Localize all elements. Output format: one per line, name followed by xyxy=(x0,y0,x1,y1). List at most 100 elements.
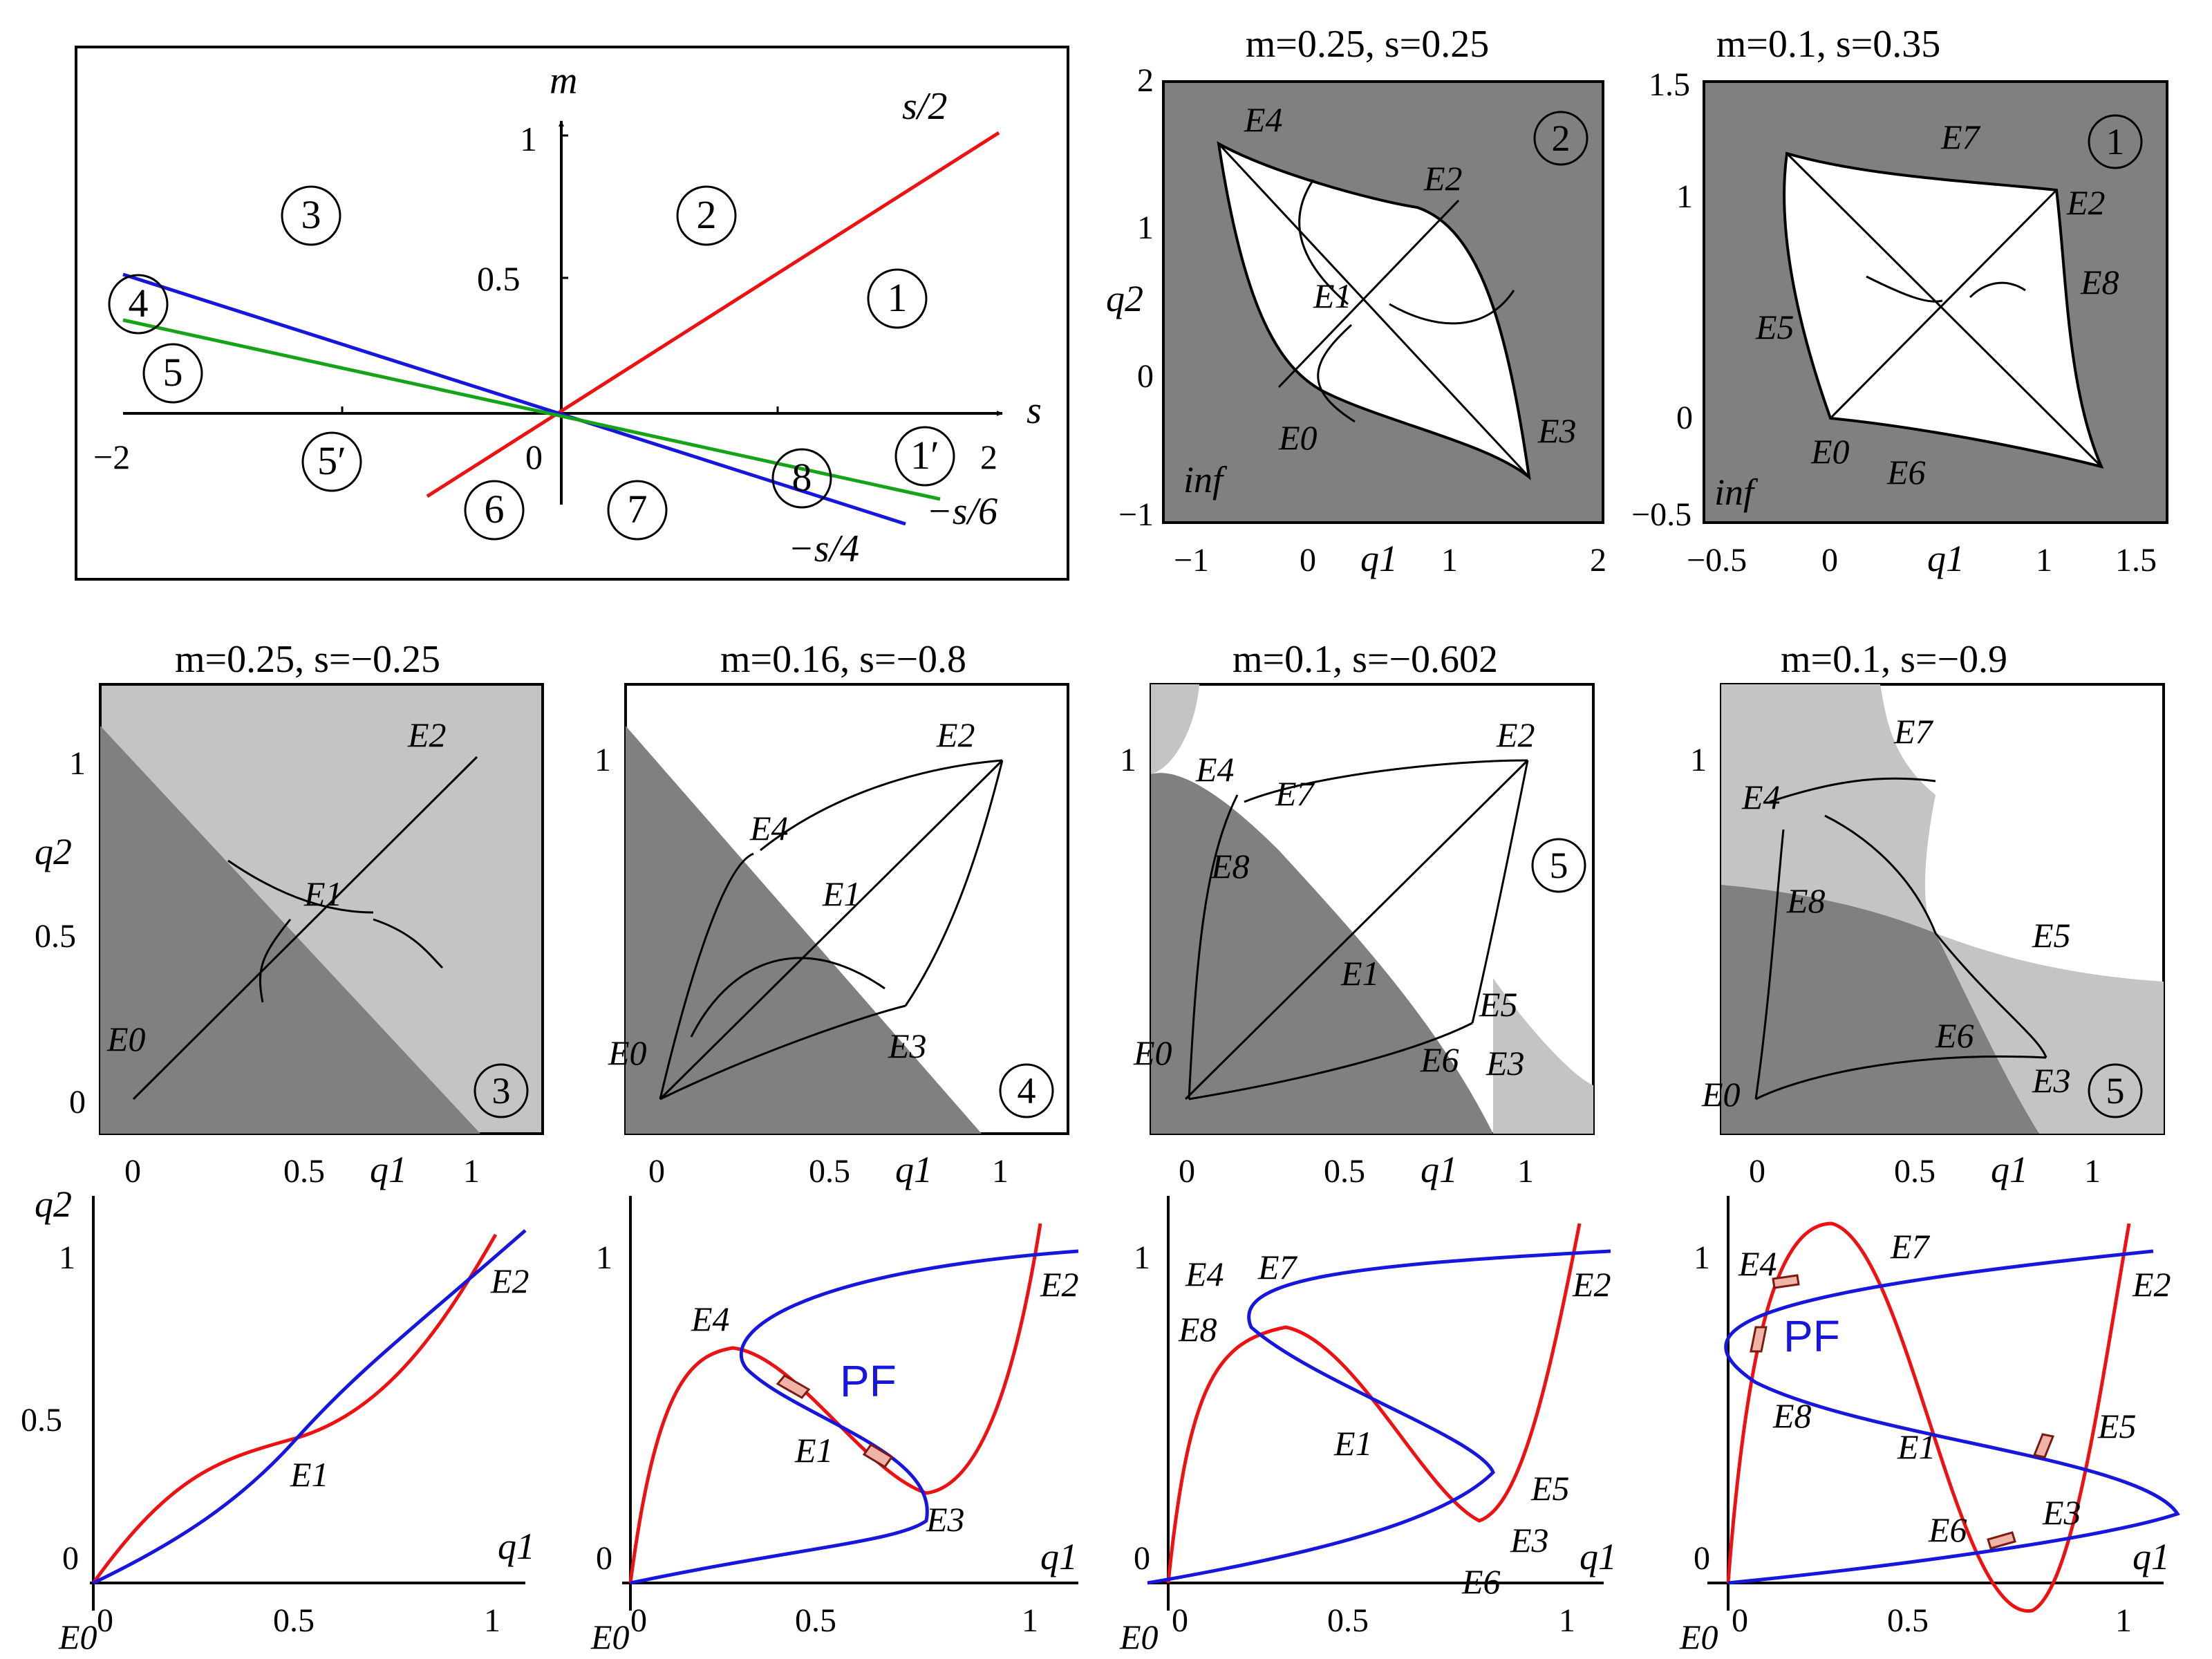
point-label: E2 xyxy=(1496,715,1535,754)
svg-text:−0.5: −0.5 xyxy=(1687,542,1747,579)
flow-arrow-icon xyxy=(1772,1274,1800,1289)
x-axis-label: q1 xyxy=(1421,1149,1458,1190)
svg-text:1: 1 xyxy=(1137,209,1154,246)
s-tick-2: 2 xyxy=(980,438,997,476)
point-label: E3 xyxy=(926,1500,965,1539)
point-label: E5 xyxy=(1530,1469,1570,1508)
y-axis-label: q2 xyxy=(1106,278,1143,319)
svg-text:−1: −1 xyxy=(1118,496,1154,533)
svg-text:0: 0 xyxy=(596,1540,612,1577)
svg-text:0: 0 xyxy=(630,1602,647,1639)
axis-ticks: 0 0.5 1 0 1 xyxy=(1134,1239,1575,1639)
axis-ticks: 0 0.5 1 1 xyxy=(594,742,1009,1190)
svg-text:3: 3 xyxy=(301,192,321,237)
point-label: E8 xyxy=(1178,1310,1217,1349)
point-label: E8 xyxy=(2080,263,2119,301)
svg-text:1: 1 xyxy=(596,1239,612,1276)
point-label: E0 xyxy=(1701,1075,1741,1114)
red-nullcline xyxy=(91,1233,498,1584)
point-label: E4 xyxy=(1738,1244,1777,1283)
svg-text:1: 1 xyxy=(1559,1602,1575,1639)
svg-text:5: 5 xyxy=(163,350,183,395)
phase-diagram: m s 1 0.5 −2 0 2 s/2 −s/6 −s/4 3 2 1 4 5… xyxy=(75,46,1069,581)
blue-line-minus-s-quarter xyxy=(122,272,906,526)
point-label: E1 xyxy=(1340,954,1380,993)
phase-portrait-region-5b: m=0.1, s=−0.9 0 0.5 1 1 q1 E7 E4 E8 E5 E… xyxy=(1690,638,2165,1190)
svg-text:0: 0 xyxy=(1300,542,1316,579)
nullcline-panel-2: 0 0.5 1 0 1 q1 PF E4 E1 E3 E2 E0 xyxy=(590,1196,1079,1656)
point-label: E3 xyxy=(888,1027,927,1065)
svg-text:0.5: 0.5 xyxy=(1894,1153,1936,1190)
svg-text:0: 0 xyxy=(1821,542,1838,579)
axis-ticks: 0 0.5 1 1 xyxy=(1690,742,2101,1190)
red-line-s-half xyxy=(426,131,1000,498)
svg-text:0.5: 0.5 xyxy=(809,1153,850,1190)
point-label: E0 xyxy=(1133,1033,1172,1072)
point-label: E4 xyxy=(1741,778,1781,816)
svg-text:0.5: 0.5 xyxy=(1887,1602,1929,1639)
svg-text:1.5: 1.5 xyxy=(1649,66,1690,103)
axis-ticks: −0.5 0 1 1.5 −0.5 0 1 1.5 xyxy=(1631,66,2157,579)
point-label: E2 xyxy=(1572,1265,1611,1304)
x-axis-label: q1 xyxy=(1991,1149,2028,1190)
svg-text:4: 4 xyxy=(129,281,149,326)
svg-text:1: 1 xyxy=(1690,742,1707,778)
svg-text:1: 1 xyxy=(992,1153,1009,1190)
point-label: E1 xyxy=(1897,1427,1936,1466)
point-label: E4 xyxy=(1185,1255,1224,1293)
svg-text:1: 1 xyxy=(1676,178,1693,215)
phase-portrait-region-4: m=0.16, s=−0.8 0 0.5 1 1 q1 E2 E4 E1 E3 … xyxy=(594,638,1069,1190)
point-label: E7 xyxy=(1940,118,1981,156)
flow-arrow-icon xyxy=(1750,1326,1768,1353)
svg-text:1: 1 xyxy=(1441,542,1458,579)
point-label: E3 xyxy=(1510,1521,1549,1559)
svg-text:1: 1 xyxy=(2084,1153,2101,1190)
panel-title: m=0.1, s=0.35 xyxy=(1716,23,1941,66)
region-note-inf: inf xyxy=(1714,471,1759,513)
svg-text:8: 8 xyxy=(792,455,812,500)
nullcline-panel-4: 0 0.5 1 0 1 q1 PF E4 E7 E8 E1 E5 E3 E6 E… xyxy=(1679,1196,2180,1656)
axis-ticks: 0 0.5 1 0 0.5 1 xyxy=(21,1239,500,1639)
pf-label: PF xyxy=(840,1356,897,1406)
svg-text:0: 0 xyxy=(62,1540,79,1577)
blue-nullcline xyxy=(630,1249,1079,1585)
svg-text:1: 1 xyxy=(1022,1602,1038,1639)
blue-nullcline xyxy=(1724,1249,2180,1585)
svg-text:0.5: 0.5 xyxy=(21,1402,62,1438)
line-label-s-half: s/2 xyxy=(902,85,947,128)
red-nullcline xyxy=(1726,1221,2131,1613)
point-label: E3 xyxy=(2042,1493,2081,1532)
point-label: E4 xyxy=(691,1300,730,1338)
svg-text:0: 0 xyxy=(1179,1153,1195,1190)
svg-text:1′: 1′ xyxy=(910,433,939,478)
point-label: E8 xyxy=(1210,847,1250,885)
flow-arrow-icon xyxy=(2032,1433,2055,1459)
line-label-minus-s-quarter: −s/4 xyxy=(788,527,859,570)
svg-text:1: 1 xyxy=(888,275,908,320)
point-label: E7 xyxy=(1893,712,1934,751)
point-label: E0 xyxy=(608,1033,647,1072)
m-tick-05: 0.5 xyxy=(477,259,521,298)
point-label: E0 xyxy=(58,1618,97,1656)
panel-title: m=0.16, s=−0.8 xyxy=(720,638,966,681)
region-label-6: 6 xyxy=(464,480,525,541)
point-label: E2 xyxy=(2132,1265,2171,1304)
svg-text:3: 3 xyxy=(492,1070,511,1112)
svg-text:1: 1 xyxy=(1120,742,1136,778)
point-label: E0 xyxy=(1278,418,1318,457)
point-label: E6 xyxy=(1420,1040,1459,1079)
svg-text:1: 1 xyxy=(1517,1153,1534,1190)
phase-portrait-region-1: m=0.1, s=0.35 −0.5 0 1 1.5 −0.5 0 1 1.5 … xyxy=(1631,23,2168,579)
region-badge: 5 xyxy=(2088,1063,2143,1118)
phase-portrait-region-2: m=0.25, s=0.25 −1 0 1 2 −1 0 1 2 q1 q2 i… xyxy=(1106,23,1606,579)
svg-text:1: 1 xyxy=(2115,1602,2132,1639)
point-label: E2 xyxy=(1040,1265,1079,1304)
point-label: E0 xyxy=(1679,1618,1718,1656)
point-label: E5 xyxy=(2032,916,2071,955)
svg-text:0: 0 xyxy=(124,1153,141,1190)
flow-arrow-icon xyxy=(862,1443,894,1468)
region-label-5: 5 xyxy=(142,343,203,404)
svg-text:0: 0 xyxy=(1134,1540,1150,1577)
x-axis-label: q1 xyxy=(895,1149,932,1190)
